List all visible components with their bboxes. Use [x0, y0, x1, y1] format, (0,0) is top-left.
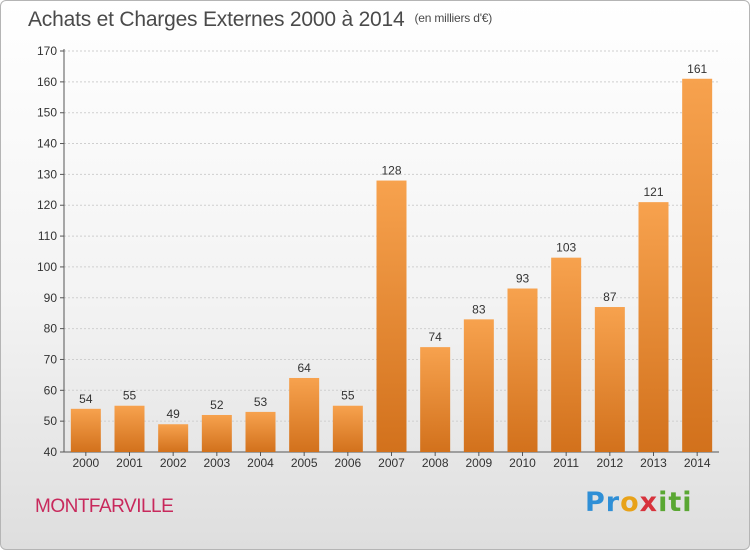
data-label: 121 — [643, 185, 663, 199]
bar — [114, 405, 145, 452]
x-tick-label: 2005 — [291, 456, 318, 470]
data-label: 53 — [254, 395, 268, 409]
data-label: 83 — [472, 302, 486, 316]
y-tick-label: 60 — [44, 383, 58, 397]
bar — [638, 202, 669, 452]
chart-title: Achats et Charges Externes 2000 à 2014 (e… — [28, 8, 492, 32]
x-tick-label: 2009 — [465, 456, 492, 470]
y-tick-label: 160 — [37, 75, 57, 89]
logo-part-2: o — [620, 487, 640, 518]
y-tick-label: 70 — [44, 352, 58, 366]
town-name: MONTFARVILLE — [35, 496, 174, 517]
data-label: 103 — [556, 241, 576, 255]
bar — [594, 307, 625, 452]
y-tick-label: 80 — [44, 322, 58, 336]
y-tick-label: 120 — [37, 198, 57, 212]
x-tick-label: 2001 — [116, 456, 143, 470]
proxiti-logo: Proxiti — [585, 487, 693, 518]
x-tick-label: 2000 — [72, 456, 99, 470]
data-label: 55 — [341, 389, 355, 403]
y-tick-label: 50 — [44, 414, 58, 428]
data-label: 55 — [123, 389, 137, 403]
y-tick-label: 150 — [37, 106, 57, 120]
bar — [332, 405, 363, 452]
data-label: 49 — [166, 407, 180, 421]
chart-subtitle: (en milliers d'€) — [414, 11, 493, 25]
x-tick-label: 2002 — [160, 456, 187, 470]
title-text: Achats et Charges Externes 2000 à 2014 — [28, 8, 405, 31]
x-tick-label: 2006 — [334, 456, 361, 470]
x-tick-label: 2011 — [553, 456, 579, 470]
bar — [201, 414, 232, 452]
x-tick-label: 2004 — [247, 456, 274, 470]
data-label: 74 — [428, 330, 442, 344]
bar — [70, 408, 101, 452]
x-tick-label: 2008 — [422, 456, 449, 470]
bar — [463, 319, 494, 452]
bar — [376, 180, 407, 453]
y-tick-label: 170 — [37, 44, 57, 58]
y-tick-label: 100 — [37, 260, 57, 274]
bar — [289, 377, 320, 452]
logo-part-4: iti — [658, 487, 693, 518]
bar — [245, 411, 276, 452]
y-tick-label: 130 — [37, 167, 57, 181]
x-tick-label: 2013 — [640, 456, 667, 470]
data-label: 64 — [297, 361, 311, 375]
bar — [682, 78, 713, 452]
logo-part-1: Pr — [585, 487, 621, 518]
bar — [507, 288, 538, 452]
bar — [420, 347, 451, 452]
logo-part-3: x — [639, 487, 659, 518]
data-label: 52 — [210, 398, 224, 412]
x-tick-label: 2007 — [378, 456, 405, 470]
x-tick-label: 2012 — [596, 456, 623, 470]
x-tick-label: 2003 — [203, 456, 230, 470]
data-label: 93 — [516, 272, 530, 286]
y-tick-label: 140 — [37, 137, 57, 151]
y-tick-label: 90 — [44, 291, 58, 305]
data-label: 54 — [79, 392, 93, 406]
data-label: 87 — [603, 290, 617, 304]
y-tick-label: 40 — [44, 445, 58, 459]
y-tick-label: 110 — [38, 229, 57, 243]
bar — [551, 257, 582, 452]
bar — [158, 424, 189, 452]
x-tick-label: 2014 — [684, 456, 711, 470]
x-tick-label: 2010 — [509, 456, 536, 470]
data-label: 161 — [687, 62, 707, 76]
data-label: 128 — [381, 164, 401, 178]
